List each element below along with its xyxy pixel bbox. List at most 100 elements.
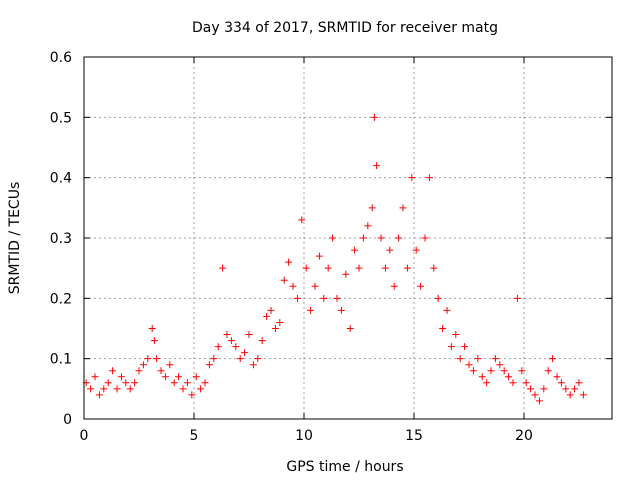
data-point xyxy=(109,367,117,375)
data-point xyxy=(461,343,469,351)
y-tick-label: 0.5 xyxy=(50,110,72,126)
data-point xyxy=(219,264,227,272)
x-tick-label: 0 xyxy=(80,428,89,444)
data-point xyxy=(144,355,152,363)
data-point xyxy=(351,246,359,254)
data-point xyxy=(531,391,539,399)
data-point xyxy=(346,325,354,332)
data-point xyxy=(197,385,205,393)
data-point xyxy=(399,204,407,212)
data-point xyxy=(307,306,315,314)
data-point xyxy=(434,294,442,302)
data-point xyxy=(518,367,526,375)
y-tick-label: 0.2 xyxy=(50,291,72,307)
data-point xyxy=(205,361,213,369)
data-point xyxy=(439,325,447,332)
data-point xyxy=(575,379,583,387)
data-point xyxy=(166,361,174,369)
data-point xyxy=(210,355,218,363)
data-points xyxy=(82,113,587,405)
data-point xyxy=(403,264,411,272)
data-point xyxy=(170,379,178,387)
data-point xyxy=(566,391,574,399)
data-point xyxy=(491,355,499,363)
x-tick-label: 20 xyxy=(515,428,533,444)
data-point xyxy=(377,234,385,242)
data-point xyxy=(192,373,200,381)
data-point xyxy=(179,385,187,393)
y-tick-label: 0.1 xyxy=(50,352,72,368)
data-point xyxy=(478,373,486,381)
data-point xyxy=(571,385,579,393)
data-point xyxy=(443,306,451,314)
data-point xyxy=(408,174,416,182)
x-tick-label: 5 xyxy=(190,428,199,444)
data-point xyxy=(232,343,240,351)
data-point xyxy=(285,258,293,266)
data-point xyxy=(122,379,130,387)
data-point xyxy=(236,355,244,363)
data-point xyxy=(241,349,249,357)
chart-title: Day 334 of 2017, SRMTID for receiver mat… xyxy=(192,20,498,36)
data-point xyxy=(227,337,235,345)
data-point xyxy=(381,264,389,272)
data-point xyxy=(465,361,473,369)
data-point xyxy=(469,367,477,375)
data-point xyxy=(249,361,257,369)
data-point xyxy=(487,367,495,375)
data-point xyxy=(117,373,125,381)
data-point xyxy=(214,343,222,351)
data-point xyxy=(113,385,121,393)
data-point xyxy=(267,306,275,314)
data-point xyxy=(87,385,95,393)
data-point xyxy=(412,246,420,254)
data-point xyxy=(91,373,99,381)
data-point xyxy=(311,282,319,290)
data-point xyxy=(150,337,158,345)
data-point xyxy=(390,282,398,290)
data-point xyxy=(245,331,253,339)
data-point xyxy=(430,264,438,272)
tick-labels: 0 5 10 15 20 0 0.1 0.2 0.3 0.4 0.5 0.6 xyxy=(50,50,533,444)
data-point xyxy=(139,361,147,369)
data-point xyxy=(562,385,570,393)
data-point xyxy=(522,379,530,387)
data-point xyxy=(329,234,337,242)
data-point xyxy=(535,397,543,405)
data-point xyxy=(302,264,310,272)
data-point xyxy=(447,343,455,351)
data-point xyxy=(474,355,482,363)
data-point xyxy=(456,355,464,363)
data-point xyxy=(183,379,191,387)
data-point xyxy=(95,391,103,399)
data-point xyxy=(104,379,112,387)
x-tick-label: 10 xyxy=(295,428,313,444)
data-point xyxy=(315,252,323,260)
data-point xyxy=(359,234,367,242)
data-point xyxy=(161,373,169,381)
data-point xyxy=(320,294,328,302)
data-point xyxy=(417,282,425,290)
data-point xyxy=(544,367,552,375)
data-point xyxy=(483,379,491,387)
data-point xyxy=(342,270,350,278)
data-point xyxy=(557,379,565,387)
data-point xyxy=(452,331,460,339)
data-point xyxy=(553,373,561,381)
data-point xyxy=(549,355,557,363)
grid-lines xyxy=(84,57,612,419)
data-point xyxy=(540,385,548,393)
data-point xyxy=(579,391,587,399)
data-point xyxy=(333,294,341,302)
data-point xyxy=(324,264,332,272)
data-point xyxy=(425,174,433,182)
data-point xyxy=(280,276,288,284)
y-tick-label: 0 xyxy=(63,412,72,428)
data-point xyxy=(157,367,165,375)
data-point xyxy=(276,318,284,326)
data-point xyxy=(293,294,301,302)
data-point xyxy=(175,373,183,381)
data-point xyxy=(395,234,403,242)
data-point xyxy=(509,379,517,387)
